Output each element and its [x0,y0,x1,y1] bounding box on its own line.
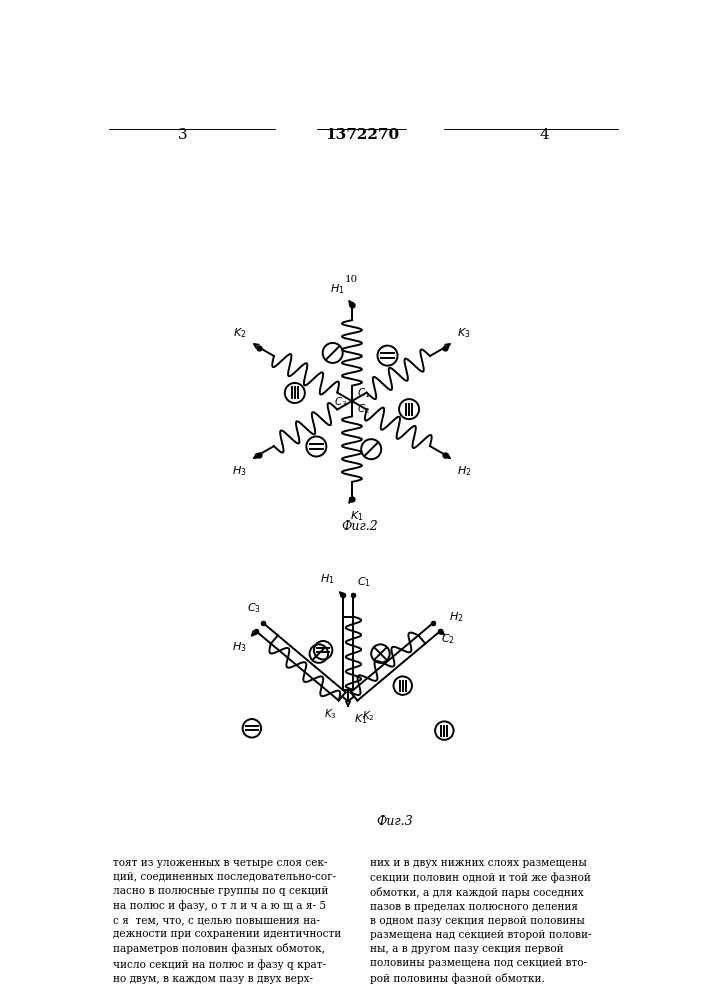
Text: $K_2$: $K_2$ [362,709,375,723]
Text: $H_1$: $H_1$ [329,282,344,296]
Text: них и в двух нижних слоях размещены
секции половин одной и той же фазной
обмотки: них и в двух нижних слоях размещены секц… [370,858,591,984]
Text: $C_2$: $C_2$ [440,632,455,646]
Text: $K_3$: $K_3$ [457,326,470,340]
Text: тоят из уложенных в четыре слоя сек-
ций, соединенных последовательно-сог-
ласно: тоят из уложенных в четыре слоя сек- ций… [113,858,341,984]
Text: 1372270: 1372270 [325,128,399,142]
Text: $H_3$: $H_3$ [233,640,247,654]
Text: $K_1$: $K_1$ [351,509,364,523]
Text: $C_3$: $C_3$ [334,396,347,409]
Text: $K_2$: $K_2$ [233,326,247,340]
Text: $H_3$: $H_3$ [233,464,247,478]
Text: $H_2$: $H_2$ [449,610,464,624]
Text: $C_3$: $C_3$ [247,601,261,615]
Text: $K_1$: $K_1$ [354,712,368,726]
Text: 3: 3 [177,128,187,142]
Text: $H_1$: $H_1$ [320,572,335,586]
Text: $C_1$: $C_1$ [356,386,370,400]
Text: Фиг.3: Фиг.3 [376,815,413,828]
Text: $K_3$: $K_3$ [325,708,337,721]
Text: $H_2$: $H_2$ [457,464,472,478]
Text: 10: 10 [345,275,358,284]
Text: Фиг.2: Фиг.2 [341,520,378,533]
Text: 4: 4 [539,128,549,142]
Text: $C_1$: $C_1$ [357,575,371,589]
Text: $C_2$: $C_2$ [356,402,370,416]
